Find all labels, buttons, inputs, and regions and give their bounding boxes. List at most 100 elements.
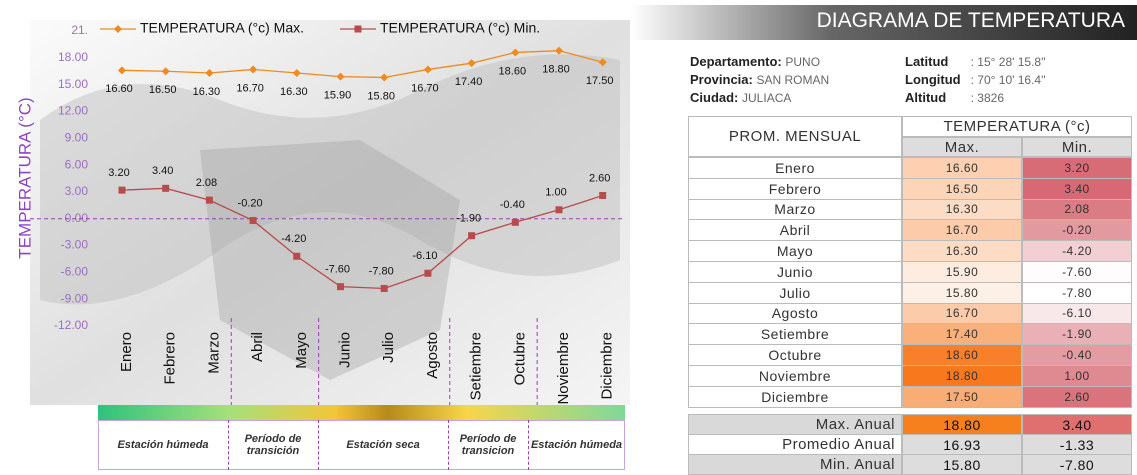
month-cell: Agosto: [688, 303, 902, 325]
min-cell: 3.20: [1022, 157, 1132, 179]
month-cell: Abril: [688, 219, 902, 241]
data-label: -7.60: [325, 264, 350, 276]
data-label: 16.70: [411, 82, 439, 94]
info-label: Departamento:: [690, 54, 782, 69]
info-value: JULIACA: [742, 91, 791, 105]
data-label: 16.30: [280, 86, 308, 98]
info-row: Departamento: PUNO: [690, 54, 820, 69]
max-cell: 15.90: [902, 261, 1022, 283]
min-cell: -6.10: [1022, 303, 1132, 325]
max-cell: 16.70: [902, 219, 1022, 241]
data-label: 17.50: [586, 75, 614, 87]
y-tick-label: 21.: [71, 23, 88, 37]
data-label: 3.20: [108, 167, 129, 179]
data-label: 15.80: [367, 90, 395, 102]
y-axis-title: TEMPERATURA (°C): [15, 97, 34, 258]
min-cell: -7.80: [1022, 282, 1132, 304]
month-cell: Diciembre: [688, 386, 902, 408]
month-cell: Mayo: [688, 240, 902, 262]
max-cell: 16.30: [902, 199, 1022, 221]
data-label: 15.90: [324, 89, 352, 101]
point: [355, 26, 362, 33]
point: [119, 187, 126, 194]
point: [250, 217, 257, 224]
x-tick-label: Octubre: [511, 332, 528, 385]
y-tick-label: -3.00: [61, 238, 89, 252]
page: TEMPERATURA (°C) 21.18.0015.0012.009.006…: [0, 0, 1137, 475]
x-tick-label: Enero: [118, 332, 135, 372]
point: [556, 206, 563, 213]
min-cell: -7.60: [1022, 261, 1132, 283]
max-cell: 17.50: [902, 386, 1022, 408]
y-tick-label: -6.00: [61, 265, 89, 279]
panel-title: DIAGRAMA DE TEMPERATURA: [817, 9, 1125, 33]
min-cell: -0.40: [1022, 344, 1132, 366]
info-row: Latitud : 15° 28' 15.8'': [905, 54, 1046, 69]
month-cell: Febrero: [688, 178, 902, 200]
info-label: Altitud: [905, 90, 967, 105]
y-tick-label: 0.00: [65, 211, 89, 225]
season-gradient: [98, 405, 625, 420]
min-cell: -4.20: [1022, 240, 1132, 262]
data-label: 2.60: [589, 172, 610, 184]
month-cell: Octubre: [688, 344, 902, 366]
min-cell: 2.60: [1022, 386, 1132, 408]
info-value: : 70° 10' 16.4'': [971, 73, 1046, 87]
table-header: Max.: [902, 137, 1022, 157]
summary-max: 18.80: [902, 414, 1022, 435]
point: [381, 285, 388, 292]
x-tick-label: Abril: [249, 332, 266, 362]
x-tick-label: Mayo: [293, 332, 310, 369]
x-tick-label: Julio: [380, 332, 397, 363]
data-label: 18.80: [542, 64, 570, 76]
y-tick-label: -12.00: [54, 318, 88, 332]
data-label: 16.30: [193, 86, 221, 98]
info-row: Longitud : 70° 10' 16.4'': [905, 72, 1046, 87]
max-cell: 16.30: [902, 240, 1022, 262]
x-tick-label: Agosto: [424, 332, 441, 379]
point: [162, 185, 169, 192]
info-label: Ciudad:: [690, 90, 738, 105]
data-label: 16.70: [236, 82, 264, 94]
y-tick-label: 18.00: [58, 50, 88, 64]
info-value: SAN ROMAN: [756, 73, 829, 87]
min-cell: -0.20: [1022, 219, 1132, 241]
table-header: TEMPERATURA (°c): [902, 116, 1132, 137]
max-cell: 18.60: [902, 344, 1022, 366]
point: [293, 253, 300, 260]
point: [468, 232, 475, 239]
data-label: 3.40: [152, 165, 173, 177]
data-label: -7.80: [369, 265, 394, 277]
season-label: Período de transicion: [448, 420, 528, 470]
table-header: PROM. MENSUAL: [688, 116, 902, 157]
season-label: Estación húmeda: [528, 420, 625, 470]
month-cell: Marzo: [688, 199, 902, 221]
legend-label: TEMPERATURA (°c) Min.: [380, 20, 540, 36]
chart: TEMPERATURA (°C) 21.18.0015.0012.009.006…: [0, 0, 630, 405]
summary-label: Max. Anual: [688, 414, 902, 435]
info-row: Provincia: SAN ROMAN: [690, 72, 829, 87]
y-tick-label: 3.00: [65, 184, 89, 198]
summary-max: 15.80: [902, 454, 1022, 475]
month-cell: Junio: [688, 261, 902, 283]
season-label: Período de transición: [228, 420, 318, 470]
min-cell: 3.40: [1022, 178, 1132, 200]
min-cell: 2.08: [1022, 199, 1132, 221]
max-cell: 16.70: [902, 303, 1022, 325]
month-cell: Enero: [688, 157, 902, 179]
max-cell: 16.60: [902, 157, 1022, 179]
summary-label: Promedio Anual: [688, 434, 902, 455]
data-label: -0.40: [500, 199, 525, 211]
legend-label: TEMPERATURA (°c) Max.: [140, 20, 304, 36]
summary-max: 16.93: [902, 434, 1022, 455]
y-tick-label: 6.00: [65, 157, 89, 171]
y-tick-label: 9.00: [65, 130, 89, 144]
month-cell: Setiembre: [688, 323, 902, 345]
data-label: -1.90: [456, 213, 481, 225]
summary-min: -1.33: [1022, 434, 1132, 455]
x-tick-label: Noviembre: [555, 332, 572, 405]
data-label: 18.60: [499, 65, 527, 77]
info-value: PUNO: [785, 55, 820, 69]
x-tick-label: Setiembre: [468, 332, 485, 400]
x-tick-label: Junio: [336, 332, 353, 368]
